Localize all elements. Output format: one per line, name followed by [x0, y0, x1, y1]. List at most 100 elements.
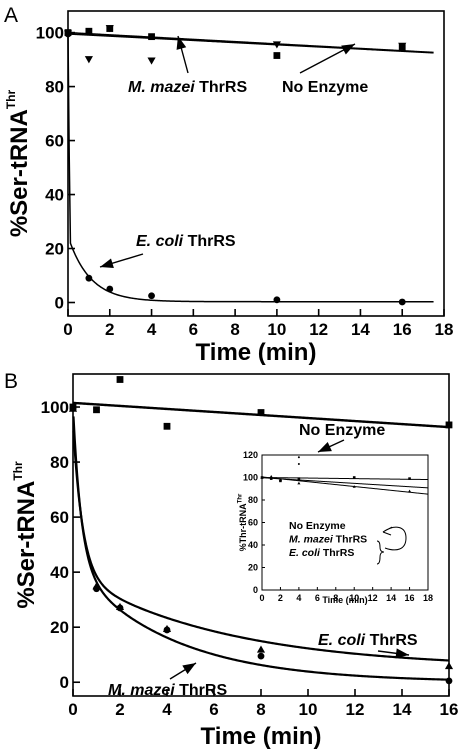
- b-xtick-label: 4: [162, 700, 172, 719]
- b-annotation-no-enzyme: No Enzyme: [299, 422, 385, 439]
- a-no-enzyme-point: [85, 27, 93, 35]
- b-xtick-label: 14: [393, 700, 412, 719]
- b-annotation-mmazei: M. mazei ThrRS: [108, 682, 227, 699]
- b-ytick-label: 40: [50, 563, 69, 582]
- b-annotation-no-enzyme-text: No Enzyme: [299, 422, 385, 439]
- b-inset-ytick-label: 120: [243, 450, 258, 460]
- b-inset-xtick-label: 12: [368, 593, 378, 603]
- a-ecoli-point: [148, 292, 155, 300]
- b-inset-legend-curve: [382, 526, 407, 551]
- b-yaxis-title-sup: Thr: [11, 461, 25, 481]
- b-inset-xtick-label: 10: [349, 593, 359, 603]
- b-inset-point: [269, 477, 273, 480]
- a-frame: [67, 10, 445, 317]
- a-xaxis-title: Time (min): [196, 339, 317, 366]
- b-ecoli-point: [444, 661, 454, 670]
- b-no-enzyme-fit: [72, 401, 450, 429]
- panel-a-letter: A: [4, 4, 19, 27]
- b-inset-ytick-label: 80: [248, 495, 258, 505]
- a-xtick-label: 4: [147, 320, 157, 339]
- panel-b-letter: B: [4, 370, 19, 393]
- b-inset-point: [352, 485, 356, 488]
- a-annotation-no-enzyme: No Enzyme: [282, 79, 368, 96]
- b-xtick-label: 0: [68, 700, 77, 719]
- a-xtick-label: 0: [63, 320, 72, 339]
- b-xtick-label: 8: [256, 700, 265, 719]
- b-ecoli-point: [68, 404, 78, 412]
- b-no-enzyme-point: [93, 406, 100, 414]
- b-mmazei-point: [257, 652, 265, 660]
- b-inset-legend-1-text: ThrRS: [333, 534, 367, 546]
- b-inset-yaxis-title: %Thr-tRNAThr: [238, 493, 249, 551]
- a-annotation-no-enzyme-text: No Enzyme: [282, 79, 368, 96]
- b-xtick-label: 10: [299, 700, 318, 719]
- b-inset-yaxis-title-main: %Thr-tRNA: [238, 503, 248, 551]
- a-no-enzyme-point: [273, 52, 281, 59]
- b-ecoli-fit: [72, 431, 450, 662]
- b-arrow-no-enzyme-head: [318, 442, 332, 452]
- b-no-enzyme-point: [163, 422, 171, 430]
- a-annotation-mmazei: M. mazei ThrRS: [128, 79, 247, 96]
- b-inset-yaxis-title-text: %Thr-tRNAThr: [238, 493, 249, 551]
- a-mmazei-point: [398, 42, 407, 50]
- b-yaxis-title: %Ser-tRNAThr: [11, 461, 40, 609]
- b-inset-fit-1: [261, 477, 428, 481]
- b-no-enzyme-point: [257, 409, 265, 416]
- b-inset-legend-0: No Enzyme: [289, 520, 346, 532]
- b-annotation-ecoli: E. coli ThrRS: [318, 632, 418, 649]
- b-inset-legend-arrowhead: [382, 526, 393, 536]
- b-xaxis-title: Time (min): [201, 723, 322, 750]
- b-ytick-label: 0: [60, 673, 69, 692]
- a-mmazei-point: [147, 57, 156, 65]
- b-inset-point: [260, 476, 264, 479]
- b-inset-xtick-label: 16: [405, 593, 415, 603]
- b-xtick-label: 6: [209, 700, 218, 719]
- b-arrow-ecoli-head: [395, 648, 409, 659]
- a-ytick-label: 60: [45, 132, 64, 151]
- b-ecoli-point: [256, 645, 266, 653]
- a-xtick-label: 18: [435, 320, 454, 339]
- b-inset-xtick-label: 8: [333, 593, 338, 603]
- b-inset-point: [407, 489, 412, 493]
- b-inset-ytick-label: 20: [248, 563, 258, 573]
- b-inset-point: [408, 477, 411, 480]
- a-annotation-mmazei-italic: M. mazei: [128, 79, 195, 96]
- b-xtick-label: 12: [346, 700, 365, 719]
- a-xtick-label: 14: [351, 320, 370, 339]
- a-ytick-label: 40: [45, 185, 64, 204]
- b-yaxis-title-text: %Ser-tRNAThr: [11, 461, 40, 609]
- panel-a-chart: 0 2 4 6 8 10 12 14 16 18 0 20 40 60 80 100 M. mazei ThrR…: [4, 10, 454, 366]
- b-no-enzyme-point: [445, 421, 453, 429]
- a-ytick-label: 80: [45, 78, 64, 97]
- b-inset-xtick-label: 0: [259, 593, 264, 603]
- a-ytick-label: 100: [36, 24, 64, 43]
- b-inset-legend-brace: [376, 540, 385, 565]
- a-yaxis-title-sup: Thr: [4, 90, 18, 110]
- b-annotation-mmazei-italic: M. mazei: [108, 682, 175, 699]
- b-inset-yaxis-title-sup: Thr: [238, 493, 244, 503]
- b-xtick-label: 2: [115, 700, 124, 719]
- b-ytick-label: 60: [50, 508, 69, 527]
- b-ytick-label: 80: [50, 453, 69, 472]
- b-inset-ytick-label: 40: [248, 540, 258, 550]
- b-xtick-label: 16: [440, 700, 459, 719]
- b-inset-xtick-label: 18: [423, 593, 433, 603]
- b-inset-point: [278, 478, 283, 482]
- b-inset-legend-2: E. coli ThrRS: [289, 547, 354, 559]
- b-inset-legend-1-italic: M. mazei: [289, 534, 334, 546]
- b-inset-xtick-label: 2: [278, 593, 283, 603]
- a-mmazei-point: [84, 56, 93, 64]
- b-ecoli-point: [162, 624, 172, 632]
- a-yaxis-title-main: %Ser-tRNA: [6, 109, 33, 237]
- b-mmazei-fit: [72, 416, 450, 681]
- b-inset-point: [269, 474, 273, 478]
- a-annotation-ecoli-italic: E. coli: [136, 233, 184, 250]
- a-annotation-ecoli: E. coli ThrRS: [136, 233, 236, 250]
- b-inset-point: [297, 463, 300, 465]
- a-xtick-label: 12: [309, 320, 328, 339]
- b-annotation-ecoli-text: ThrRS: [365, 632, 418, 649]
- a-annotation-ecoli-text: ThrRS: [183, 233, 236, 250]
- a-yaxis-title: %Ser-tRNAThr: [4, 90, 33, 238]
- a-xtick-label: 2: [105, 320, 114, 339]
